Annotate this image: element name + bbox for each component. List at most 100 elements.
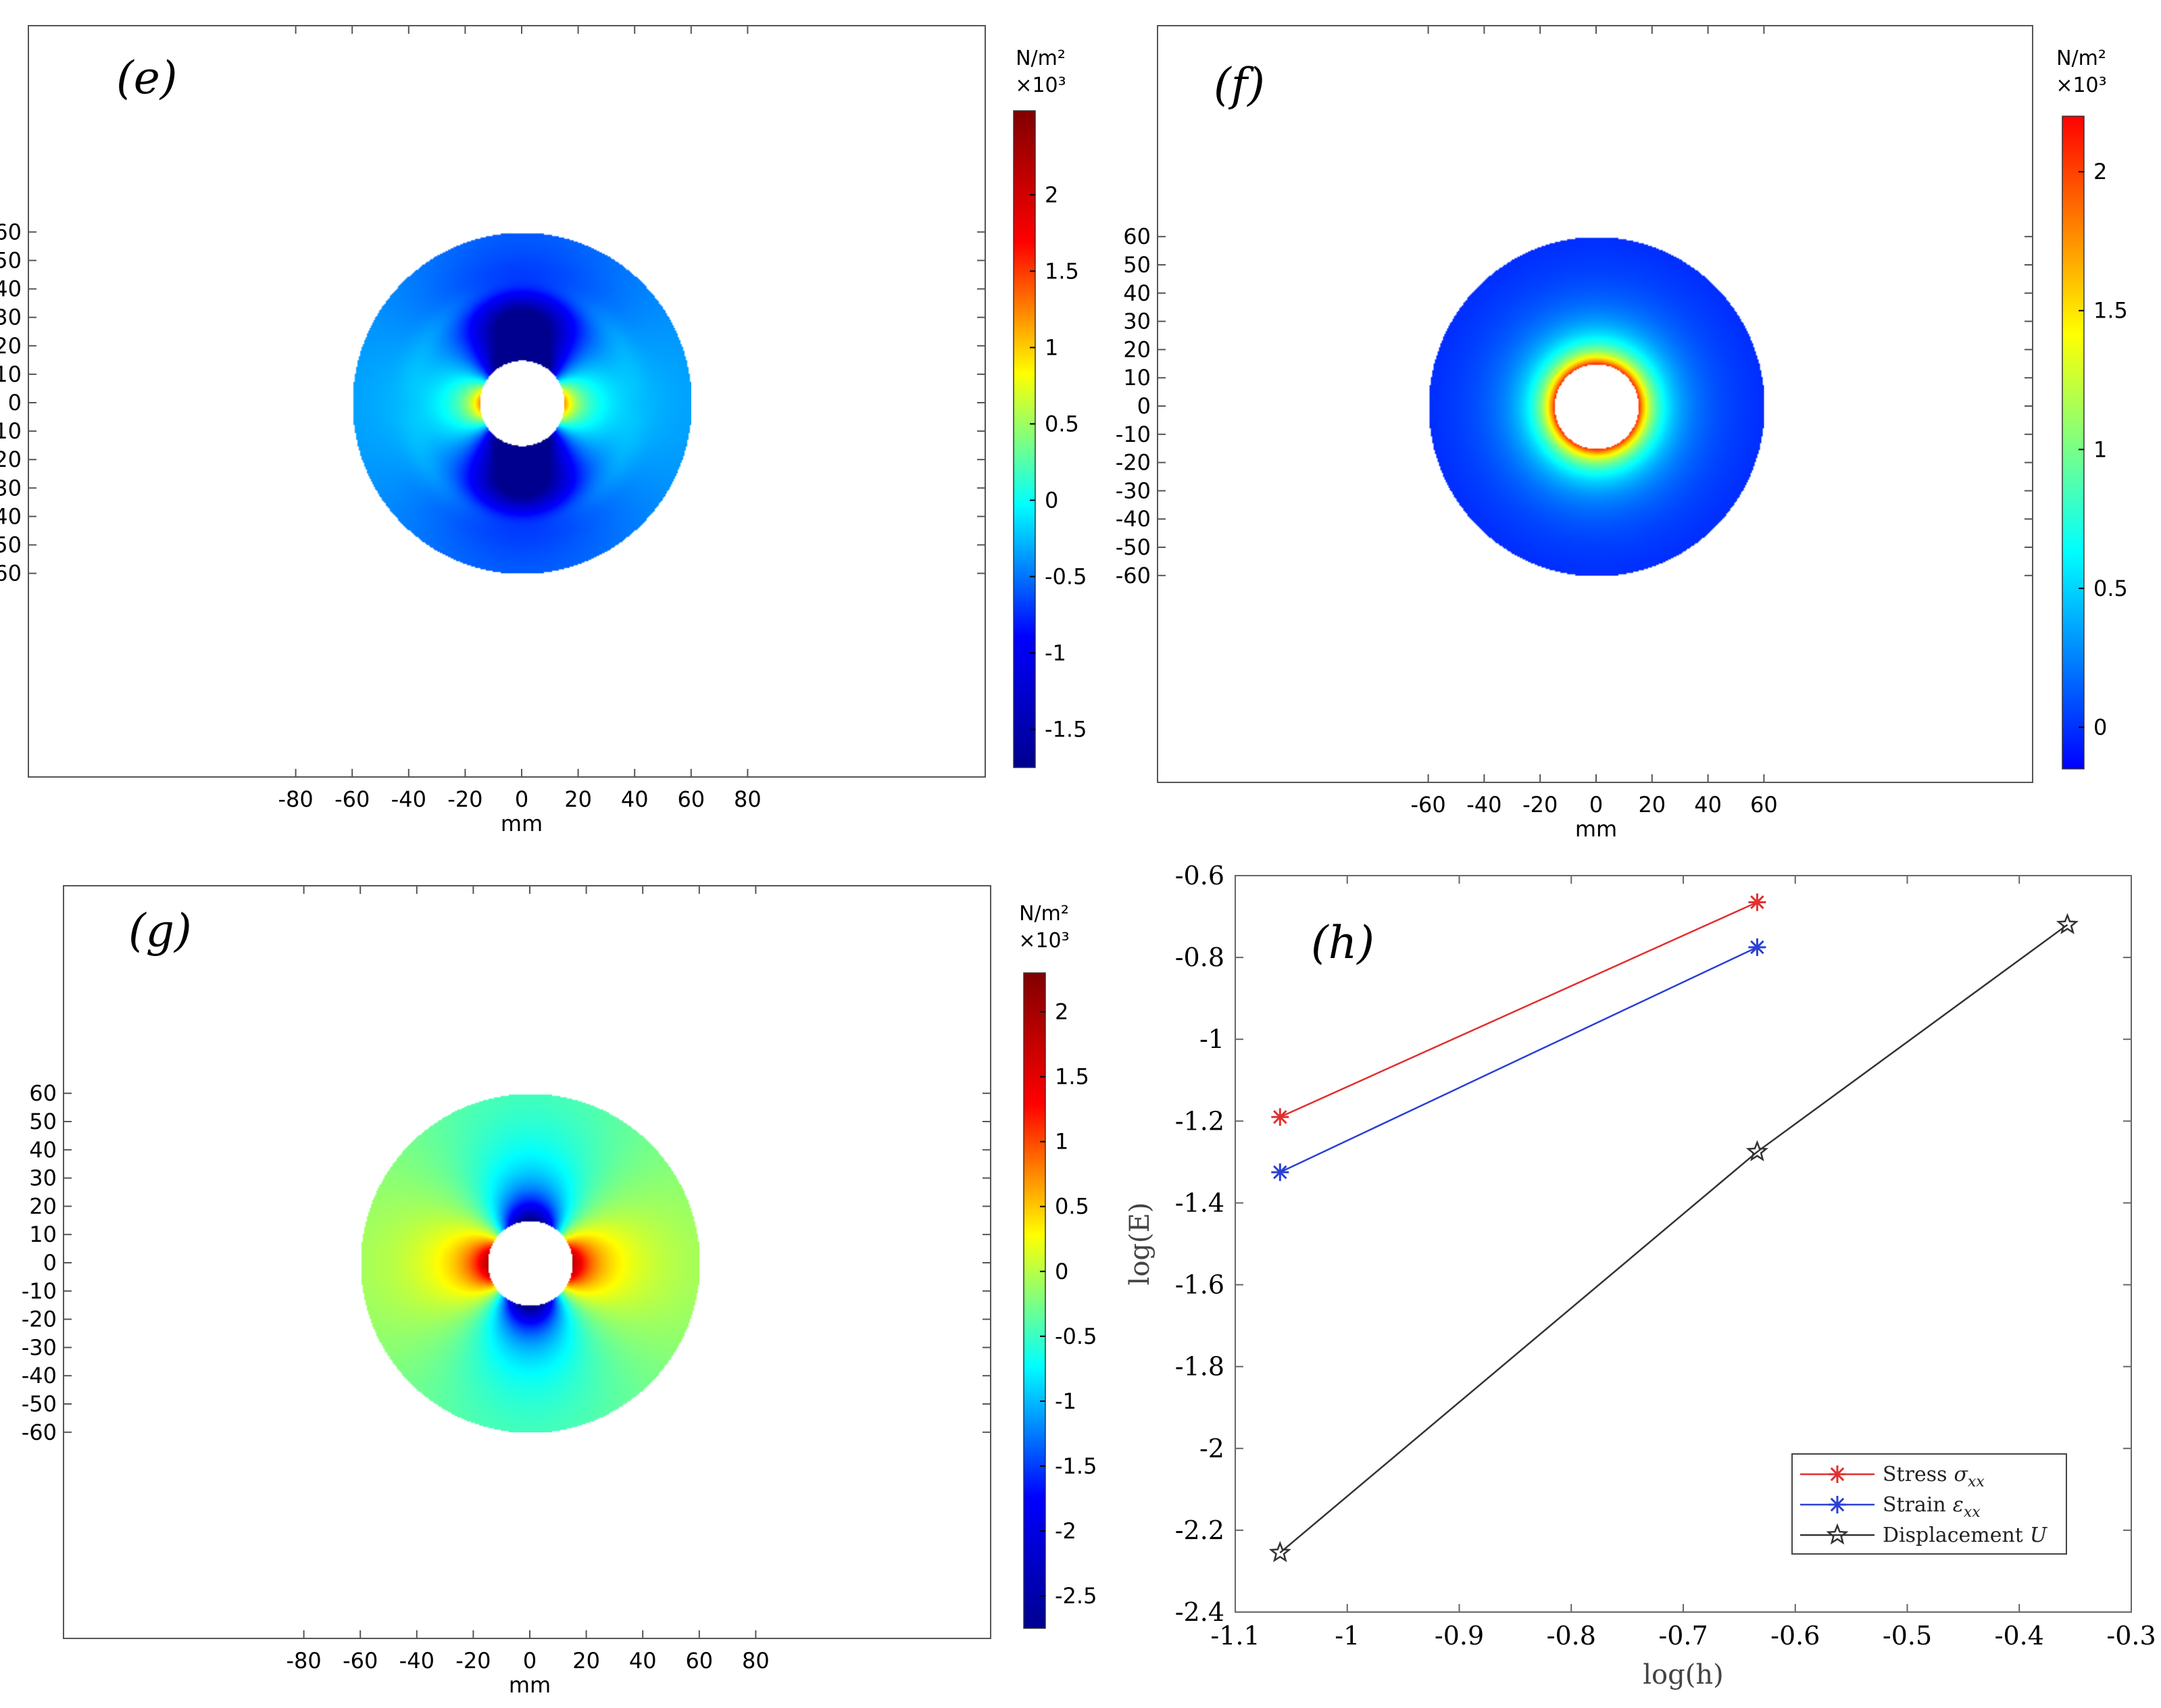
legend: Stress σxx Strain εxx Displacement U xyxy=(1791,1453,2067,1555)
ytick-label: -10 xyxy=(0,418,22,444)
ytick-label: -40 xyxy=(0,503,22,529)
ytick-label: -20 xyxy=(1116,450,1151,476)
ytick-label: -0.8 xyxy=(1175,943,1224,972)
xtick-label: -60 xyxy=(1410,792,1445,818)
ytick-label: -20 xyxy=(22,1307,57,1332)
xtick-label: -0.5 xyxy=(1883,1621,1932,1651)
colorbar-multiplier: ×10³ xyxy=(1015,74,1066,97)
colorbar-e xyxy=(1013,110,1036,768)
ytick-label: -10 xyxy=(1116,422,1151,447)
field-annulus-f xyxy=(1428,236,1764,576)
colorbar-tick-label: -1 xyxy=(1045,640,1066,665)
colorbar-tick-label: 2 xyxy=(2093,159,2107,184)
legend-item: Strain εxx xyxy=(1800,1493,1981,1521)
xtick-label: -40 xyxy=(391,786,426,812)
legend-label: Stress σxx xyxy=(1883,1463,1985,1490)
data-point xyxy=(1268,1540,1291,1563)
data-point xyxy=(1829,1496,1846,1513)
xtick-label: 0 xyxy=(515,786,528,812)
xaxis-title: mm xyxy=(501,811,543,836)
ytick-label: 30 xyxy=(0,305,22,330)
colorbar-tick-label: -1.5 xyxy=(1055,1453,1097,1479)
colorbar-tick-label: 0 xyxy=(1045,487,1058,513)
colorbar-tick-label: 0 xyxy=(1055,1259,1068,1284)
xtick-label: 40 xyxy=(1694,792,1722,818)
ytick-label: -2.2 xyxy=(1175,1515,1224,1545)
data-point xyxy=(1271,1108,1289,1126)
xaxis-title: log(h) xyxy=(1643,1659,1723,1690)
xtick-label: -20 xyxy=(447,786,482,812)
series-line xyxy=(1279,924,2068,1554)
xtick-label: -0.8 xyxy=(1547,1621,1596,1651)
xaxis-title: mm xyxy=(509,1672,551,1698)
legend-name: Displacement xyxy=(1883,1524,2023,1547)
ytick-label: 20 xyxy=(29,1193,57,1219)
ytick-label: 30 xyxy=(29,1165,57,1191)
series-stress xyxy=(1271,893,1766,1126)
colorbar-tick-label: 0.5 xyxy=(1055,1194,1089,1220)
ytick-label: 50 xyxy=(29,1109,57,1134)
xtick-label: 60 xyxy=(685,1648,713,1674)
colorbar-tick-label: -2.5 xyxy=(1055,1583,1097,1609)
ytick-label: 10 xyxy=(29,1222,57,1247)
ytick-label: 40 xyxy=(0,276,22,302)
field-annulus-e xyxy=(352,232,691,574)
colorbar-tick-label: 2 xyxy=(1055,999,1068,1025)
colorbar-tick-label: 1.5 xyxy=(2093,298,2128,324)
ytick-label: 0 xyxy=(1137,393,1151,419)
ytick-label: -50 xyxy=(1116,534,1151,560)
ytick-label: 40 xyxy=(1123,280,1151,306)
xtick-label: -0.4 xyxy=(1995,1621,2044,1651)
colorbar-tick-label: -1 xyxy=(1055,1388,1076,1414)
ytick-label: -50 xyxy=(0,532,22,558)
data-point xyxy=(1826,1523,1849,1545)
colorbar-tick-label: 1.5 xyxy=(1045,258,1079,284)
legend-label: Displacement U xyxy=(1883,1524,2048,1547)
colorbar-f xyxy=(2062,116,2085,770)
colorbar-multiplier: ×10³ xyxy=(2056,74,2106,97)
ytick-label: -2.4 xyxy=(1175,1597,1224,1627)
ytick-label: 0 xyxy=(8,390,22,416)
ytick-label: 60 xyxy=(29,1080,57,1106)
colorbar-tick-label: -1.5 xyxy=(1045,716,1087,742)
legend-item: Stress σxx xyxy=(1800,1463,1985,1490)
series-strain xyxy=(1271,938,1766,1182)
xtick-label: 60 xyxy=(1750,792,1778,818)
ytick-label: -30 xyxy=(22,1334,57,1360)
xtick-label: -80 xyxy=(278,786,313,812)
xtick-label: -20 xyxy=(455,1648,491,1674)
xtick-label: -60 xyxy=(343,1648,378,1674)
xtick-label: -1.1 xyxy=(1210,1621,1260,1651)
ytick-label: -1.6 xyxy=(1175,1270,1224,1300)
legend-name: Stress xyxy=(1883,1463,1947,1486)
panel-label: (h) xyxy=(1311,917,1374,969)
xtick-label: -0.9 xyxy=(1435,1621,1484,1651)
ytick-label: -0.6 xyxy=(1175,861,1224,890)
xtick-label: 40 xyxy=(621,786,649,812)
xtick-label: 20 xyxy=(564,786,592,812)
colorbar-multiplier: ×10³ xyxy=(1018,929,1069,953)
colorbar-tick-label: 0.5 xyxy=(1045,411,1079,436)
legend-subscript: xx xyxy=(1964,1504,1981,1521)
ytick-label: -30 xyxy=(0,475,22,501)
legend-label: Strain εxx xyxy=(1883,1493,1981,1521)
data-point xyxy=(1748,938,1766,956)
xtick-label: -80 xyxy=(286,1648,321,1674)
xtick-label: 20 xyxy=(572,1648,600,1674)
ytick-label: 10 xyxy=(0,361,22,387)
data-point xyxy=(1745,1140,1769,1161)
ytick-label: 10 xyxy=(1123,365,1151,391)
axes-frame-f xyxy=(1157,25,2033,783)
ytick-label: -40 xyxy=(1116,506,1151,532)
panel-e: 6050403020100-10-20-30-40-50-60-80-60-40… xyxy=(0,25,1087,836)
xtick-label: 80 xyxy=(742,1648,770,1674)
ytick-label: -60 xyxy=(1116,563,1151,588)
colorbar-tick-label: 1.5 xyxy=(1055,1064,1089,1090)
legend-symbol: ε xyxy=(1953,1493,1964,1517)
colorbar-tick-label: 1 xyxy=(1045,334,1058,360)
ytick-label: 50 xyxy=(0,248,22,274)
xtick-label: -40 xyxy=(399,1648,434,1674)
ytick-label: -1 xyxy=(1199,1024,1224,1054)
